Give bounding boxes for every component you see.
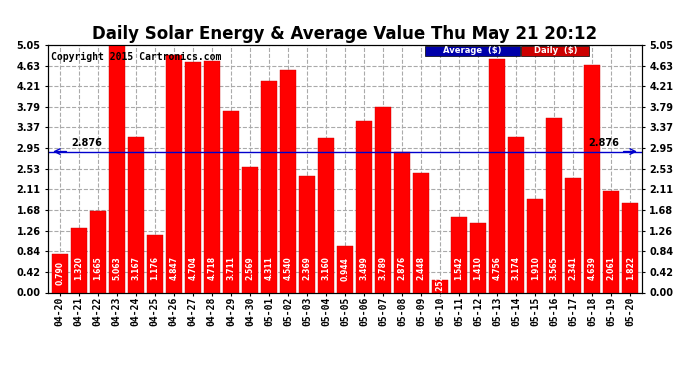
Bar	[603, 192, 620, 292]
Text: 3.167: 3.167	[131, 256, 140, 280]
Text: 4.756: 4.756	[493, 256, 502, 280]
Bar	[451, 217, 467, 292]
Text: 3.711: 3.711	[226, 256, 235, 280]
Text: 4.704: 4.704	[188, 256, 197, 280]
Text: 2.341: 2.341	[569, 256, 578, 280]
Bar	[622, 203, 638, 292]
Text: 1.665: 1.665	[93, 256, 102, 280]
Text: 4.311: 4.311	[264, 256, 273, 280]
Bar	[299, 176, 315, 292]
Bar	[241, 166, 258, 292]
Text: 5.063: 5.063	[112, 256, 121, 280]
Bar	[508, 137, 524, 292]
Bar	[185, 62, 201, 292]
Bar	[337, 246, 353, 292]
Text: 4.847: 4.847	[169, 256, 178, 280]
Text: 1.822: 1.822	[626, 256, 635, 280]
Bar	[280, 70, 296, 292]
Bar	[147, 235, 163, 292]
Text: 1.910: 1.910	[531, 256, 540, 280]
Text: 3.789: 3.789	[379, 256, 388, 280]
Text: Average  ($): Average ($)	[444, 46, 502, 56]
Bar	[261, 81, 277, 292]
Text: 3.565: 3.565	[550, 256, 559, 280]
Text: 2.448: 2.448	[417, 256, 426, 280]
Bar	[128, 137, 144, 292]
Bar	[166, 55, 182, 292]
Text: 1.410: 1.410	[473, 256, 482, 280]
Bar	[223, 111, 239, 292]
Text: 2.369: 2.369	[302, 256, 311, 280]
Bar	[470, 224, 486, 292]
Text: 4.540: 4.540	[284, 256, 293, 280]
Text: 2.876: 2.876	[71, 138, 102, 148]
Text: 0.252: 0.252	[435, 274, 444, 298]
Text: 1.320: 1.320	[75, 256, 83, 280]
Bar	[527, 199, 543, 292]
Bar	[489, 59, 505, 292]
Text: 1.176: 1.176	[150, 256, 159, 280]
Bar	[70, 228, 87, 292]
Text: 3.499: 3.499	[359, 256, 368, 280]
Bar	[432, 280, 448, 292]
Bar	[565, 178, 581, 292]
Bar	[546, 118, 562, 292]
Text: 0.944: 0.944	[340, 257, 350, 281]
Bar	[52, 254, 68, 292]
Bar	[109, 44, 125, 292]
Text: 2.876: 2.876	[397, 256, 406, 280]
Text: 3.174: 3.174	[512, 256, 521, 280]
Bar	[375, 107, 391, 292]
Text: Copyright 2015 Cartronics.com: Copyright 2015 Cartronics.com	[51, 53, 221, 63]
Text: 0.790: 0.790	[55, 261, 64, 285]
Bar	[356, 121, 372, 292]
Text: 2.061: 2.061	[607, 256, 615, 280]
Text: Daily  ($): Daily ($)	[533, 46, 577, 56]
Title: Daily Solar Energy & Average Value Thu May 21 20:12: Daily Solar Energy & Average Value Thu M…	[92, 26, 598, 44]
FancyBboxPatch shape	[521, 46, 589, 56]
Text: 2.569: 2.569	[246, 256, 255, 280]
Bar	[394, 152, 410, 292]
Bar	[204, 61, 220, 292]
Bar	[584, 65, 600, 292]
Text: 4.718: 4.718	[208, 256, 217, 280]
Text: 3.160: 3.160	[322, 256, 331, 280]
Text: 1.542: 1.542	[455, 256, 464, 280]
Bar	[413, 172, 429, 292]
Bar	[318, 138, 334, 292]
Text: 4.639: 4.639	[588, 256, 597, 280]
Text: 2.876: 2.876	[588, 138, 619, 148]
FancyBboxPatch shape	[425, 46, 520, 56]
Bar	[90, 211, 106, 292]
